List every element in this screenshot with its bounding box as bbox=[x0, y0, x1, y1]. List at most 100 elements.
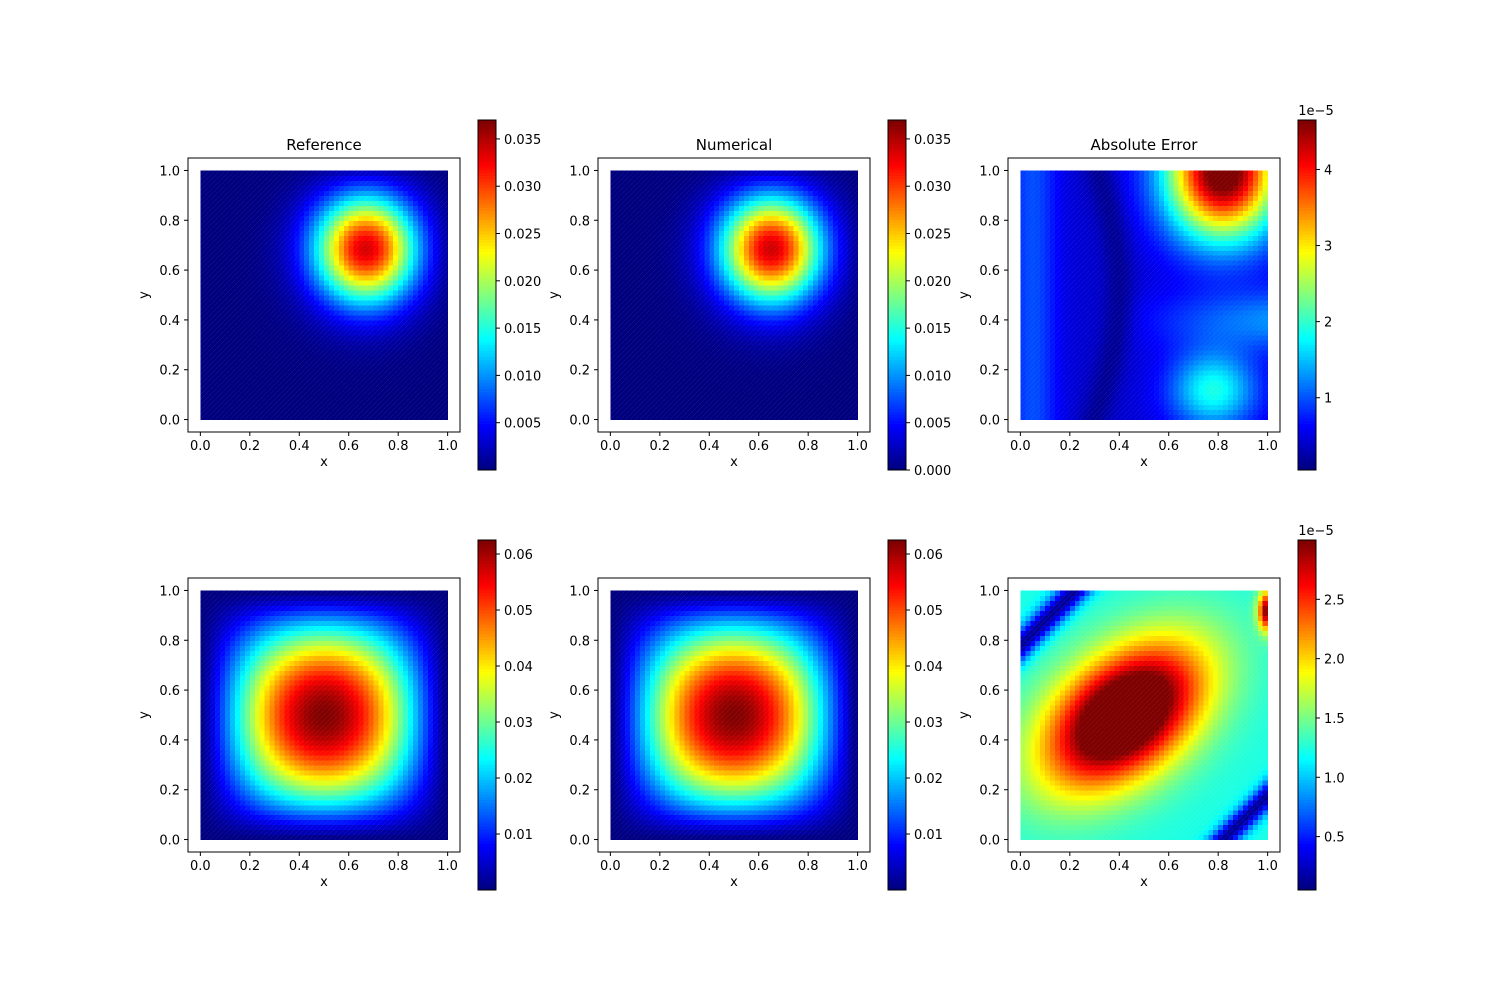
heatmap-cell bbox=[729, 180, 735, 186]
heatmap-cell bbox=[210, 225, 216, 231]
heatmap-cell bbox=[669, 374, 676, 381]
heatmap-cell bbox=[294, 394, 300, 401]
heatmap-cell bbox=[408, 389, 414, 396]
heatmap-cell bbox=[644, 394, 651, 401]
heatmap-cell bbox=[442, 299, 449, 306]
heatmap-cell bbox=[309, 235, 315, 241]
heatmap-cell bbox=[778, 210, 785, 216]
heatmap-cell bbox=[734, 389, 740, 396]
heatmap-cell bbox=[368, 389, 375, 396]
colorbar-segment bbox=[478, 429, 496, 433]
heatmap-cell bbox=[244, 309, 251, 316]
heatmap-cell bbox=[748, 409, 755, 416]
heatmap-cell bbox=[279, 304, 286, 311]
heatmap-cell bbox=[729, 374, 735, 381]
heatmap-cell bbox=[422, 285, 429, 291]
heatmap-cell bbox=[625, 195, 631, 201]
heatmap-cell bbox=[333, 334, 340, 341]
heatmap-cell bbox=[644, 195, 651, 201]
heatmap-cell bbox=[654, 210, 661, 216]
heatmap-cell bbox=[709, 255, 715, 261]
heatmap-cell bbox=[254, 299, 261, 306]
heatmap-cell bbox=[743, 210, 750, 216]
heatmap-cell bbox=[225, 275, 231, 281]
heatmap-cell bbox=[620, 285, 626, 291]
heatmap-cell bbox=[699, 339, 705, 346]
heatmap-cell bbox=[743, 339, 750, 346]
heatmap-cell bbox=[264, 195, 271, 201]
heatmap-cell bbox=[398, 240, 404, 246]
heatmap-cell bbox=[674, 260, 681, 266]
heatmap-cell bbox=[269, 250, 276, 256]
heatmap-cell bbox=[422, 384, 429, 391]
colorbar-segment bbox=[478, 297, 496, 302]
heatmap-cell bbox=[724, 384, 730, 391]
heatmap-cell bbox=[630, 314, 636, 321]
heatmap-cell bbox=[403, 200, 409, 206]
heatmap-cell bbox=[324, 379, 330, 386]
heatmap-cell bbox=[388, 394, 394, 401]
heatmap-cell bbox=[244, 230, 251, 236]
heatmap-cell bbox=[669, 290, 676, 296]
heatmap-cell bbox=[753, 384, 760, 391]
heatmap-cell bbox=[338, 220, 345, 226]
heatmap-cell bbox=[289, 290, 295, 296]
heatmap-cell bbox=[289, 250, 295, 256]
heatmap-cell bbox=[442, 280, 449, 286]
heatmap-cell bbox=[442, 309, 449, 316]
mesh-line bbox=[200, 170, 404, 376]
heatmap-cell bbox=[408, 270, 414, 276]
heatmap-cell bbox=[659, 399, 666, 406]
heatmap-cell bbox=[264, 354, 271, 361]
heatmap-cell bbox=[200, 379, 206, 386]
heatmap-cell bbox=[284, 270, 290, 276]
heatmap-cell bbox=[684, 175, 691, 182]
heatmap-cell bbox=[324, 344, 330, 351]
heatmap-cell bbox=[748, 354, 755, 361]
heatmap-cell bbox=[808, 220, 814, 226]
heatmap-cell bbox=[694, 265, 700, 271]
heatmap-cell bbox=[408, 409, 414, 416]
heatmap-cell bbox=[249, 404, 256, 411]
heatmap-cell bbox=[353, 379, 360, 386]
heatmap-cell bbox=[304, 250, 310, 256]
colorbar-segment bbox=[478, 195, 496, 200]
heatmap-cell bbox=[729, 344, 735, 351]
heatmap-cell bbox=[620, 329, 626, 336]
heatmap-cell bbox=[408, 384, 414, 391]
heatmap-cell bbox=[714, 349, 720, 356]
heatmap-cell bbox=[309, 185, 315, 191]
heatmap-cell bbox=[694, 359, 700, 366]
heatmap-cell bbox=[640, 275, 646, 281]
heatmap-cell bbox=[763, 324, 770, 331]
heatmap-cell bbox=[417, 280, 424, 286]
heatmap-cell bbox=[328, 339, 335, 346]
heatmap-cell bbox=[383, 275, 389, 281]
heatmap-cell bbox=[413, 250, 419, 256]
heatmap-cell bbox=[625, 344, 631, 351]
heatmap-cell bbox=[709, 270, 715, 276]
heatmap-cell bbox=[635, 225, 641, 231]
heatmap-cell bbox=[753, 185, 760, 191]
heatmap-cell bbox=[753, 309, 760, 316]
heatmap-cell bbox=[738, 399, 745, 406]
heatmap-cell bbox=[358, 369, 365, 376]
heatmap-cell bbox=[294, 230, 300, 236]
heatmap-cell bbox=[388, 339, 394, 346]
heatmap-cell bbox=[442, 389, 449, 396]
heatmap-cell bbox=[393, 304, 399, 311]
heatmap-cell bbox=[383, 329, 389, 336]
heatmap-cell bbox=[210, 240, 216, 246]
heatmap-cell bbox=[669, 280, 676, 286]
heatmap-cell bbox=[714, 245, 720, 251]
heatmap-cell bbox=[679, 195, 686, 201]
heatmap-cell bbox=[689, 349, 696, 356]
heatmap-cell bbox=[823, 394, 829, 401]
heatmap-cell bbox=[333, 359, 340, 366]
heatmap-cell bbox=[358, 250, 365, 256]
heatmap-cell bbox=[259, 245, 266, 251]
heatmap-cell bbox=[694, 195, 700, 201]
heatmap-cell bbox=[220, 210, 226, 216]
colorbar-segment bbox=[478, 402, 496, 407]
heatmap-cell bbox=[729, 329, 735, 336]
